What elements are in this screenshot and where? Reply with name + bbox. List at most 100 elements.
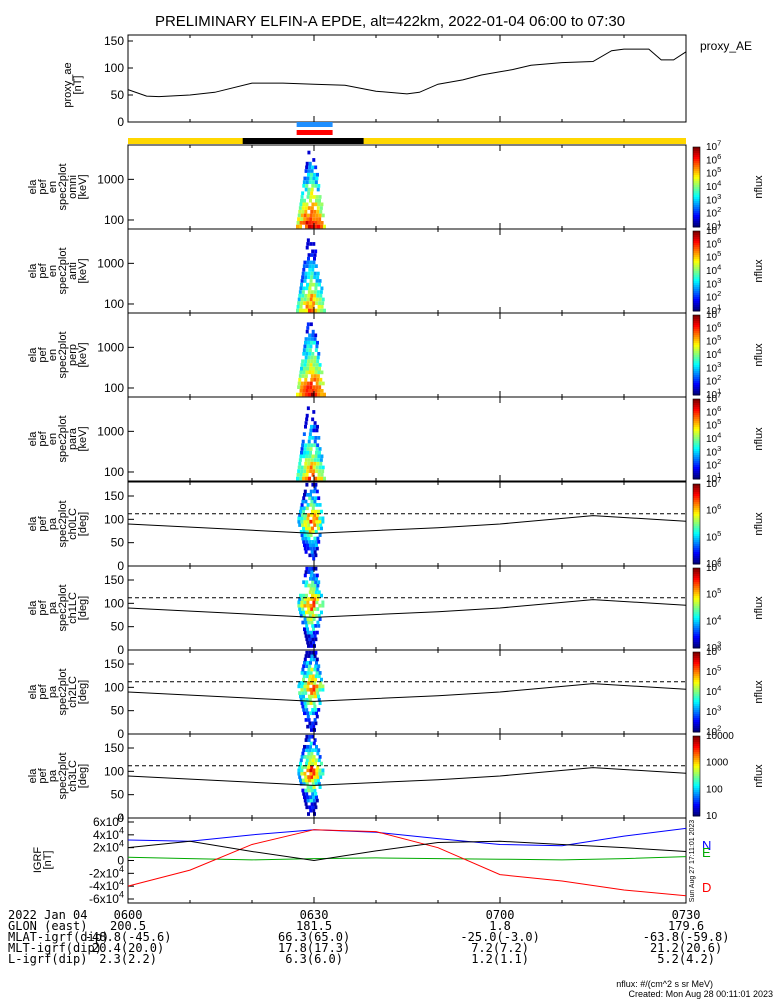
- pa-pixel: [309, 785, 313, 789]
- pa-pixel: [304, 765, 308, 769]
- pa-pixel: [304, 536, 308, 541]
- pa-colorbar-label: 106: [706, 560, 721, 575]
- pa-colorbar-cell: [693, 756, 700, 759]
- pa-colorbar-label: 104: [706, 684, 721, 699]
- pa-pixel: [307, 812, 310, 816]
- spec-colorbar-cell: [693, 307, 700, 310]
- spec-pixel: [321, 297, 325, 302]
- pa-pixel: [313, 499, 317, 504]
- spec-colorbar-cell: [693, 263, 700, 266]
- spec-pixel: [304, 458, 308, 462]
- pa-pixel: [301, 607, 305, 611]
- pa-pixel: [303, 687, 307, 692]
- spec-pixel: [310, 461, 314, 466]
- pa-pixel: [303, 543, 306, 548]
- y-tick-label: 4x104: [93, 825, 124, 841]
- y-tick-label: 1000: [97, 256, 124, 270]
- spec-pixel: [299, 224, 302, 229]
- pa-colorbar-cell: [693, 508, 700, 511]
- pa-pixel: [318, 785, 322, 789]
- spec-pixel: [315, 176, 319, 181]
- pa-pixel: [301, 620, 305, 625]
- spec-pixel: [315, 195, 319, 199]
- spec-pixel: [311, 389, 315, 393]
- spec-colorbar-cell: [693, 155, 700, 158]
- pa-colorbar-cell: [693, 668, 700, 671]
- pa-pixel: [308, 637, 312, 642]
- pa-colorbar-cell: [693, 798, 700, 801]
- pa-colorbar-cell: [693, 810, 700, 813]
- spec-pixel: [312, 195, 316, 199]
- spec-pixel: [309, 385, 313, 389]
- pa-pixel: [304, 802, 308, 806]
- pa-pixel: [303, 771, 307, 776]
- spec-pixel: [306, 450, 309, 455]
- pa-colorbar-cell: [693, 728, 700, 731]
- pa-pixel: [317, 708, 321, 712]
- y-tick-label: 150: [104, 741, 124, 755]
- spec-colorbar-cell: [693, 255, 700, 258]
- igrf-series-D: [127, 829, 687, 897]
- spec-colorbar-cell: [693, 475, 700, 478]
- spec-pixel: [309, 428, 313, 433]
- pa-pixel: [300, 516, 304, 521]
- y-tick-label: 6x104: [93, 813, 124, 829]
- spec-pixel: [318, 198, 321, 203]
- spec-pixel: [297, 465, 301, 470]
- spec-pixel: [320, 308, 323, 313]
- spec-pixel: [308, 370, 312, 375]
- spec-pixel: [320, 476, 323, 481]
- pa-pixel: [308, 805, 312, 810]
- y-tick-label: 0: [117, 811, 124, 825]
- pa-pixel: [315, 600, 319, 605]
- pa-colorbar-cell: [693, 710, 700, 713]
- pa-pixel: [314, 637, 318, 642]
- spec-pixel: [301, 191, 305, 196]
- pa-pixel: [300, 768, 304, 773]
- spec-pixel: [316, 340, 319, 345]
- pa-pixel: [308, 553, 312, 558]
- spec-pixel: [297, 297, 301, 302]
- pa-colorbar-cell: [693, 722, 700, 725]
- spec-pixel: [317, 454, 321, 459]
- spec-pixel: [312, 176, 316, 181]
- pa-colorbar-cell: [693, 560, 700, 563]
- pa-colorbar-frame: [692, 567, 701, 649]
- pa-colorbar-cell: [693, 542, 700, 545]
- pa-pixel: [302, 529, 306, 534]
- pa-pixel: [318, 603, 322, 608]
- spec-colorbar-cell: [693, 349, 700, 352]
- pa-colorbar-cell: [693, 720, 700, 723]
- spec-pixel: [298, 377, 302, 382]
- pa-pixel: [311, 637, 315, 642]
- spec-pixel: [303, 344, 307, 349]
- spec-pixel: [311, 268, 315, 272]
- pa-pixel: [310, 788, 314, 793]
- proxy-ae-frame: [127, 34, 687, 123]
- spec-pixel: [315, 428, 319, 433]
- spec-colorbar-cell: [693, 457, 700, 460]
- pa-pixel: [304, 513, 308, 517]
- y-tick-label: 1000: [97, 172, 124, 186]
- pa-colorbar-cell: [693, 504, 700, 507]
- spec-pixel: [308, 308, 311, 313]
- pa-colorbar-cell: [693, 530, 700, 533]
- spec-colorbar-cell: [693, 339, 700, 342]
- spec-colorbar-cell: [693, 381, 700, 384]
- pa-pixel: [306, 546, 310, 551]
- pa-pixel: [309, 744, 312, 749]
- pa-pixel: [312, 795, 315, 800]
- spec-pixel: [306, 385, 310, 389]
- pa-pixel: [298, 523, 302, 527]
- pa-pixel: [313, 513, 317, 517]
- pa-pixel: [312, 556, 316, 561]
- y-tick-label: 0: [117, 854, 124, 868]
- pa-pixel: [301, 536, 305, 541]
- spec-colorbar-label: 107: [706, 391, 721, 406]
- pa-pixel: [306, 744, 309, 749]
- pa-pixel: [314, 677, 317, 682]
- spec-pixel: [308, 165, 312, 170]
- spec-pixel: [320, 286, 324, 291]
- pa-pixel: [299, 761, 302, 766]
- pa-pixel: [316, 765, 320, 769]
